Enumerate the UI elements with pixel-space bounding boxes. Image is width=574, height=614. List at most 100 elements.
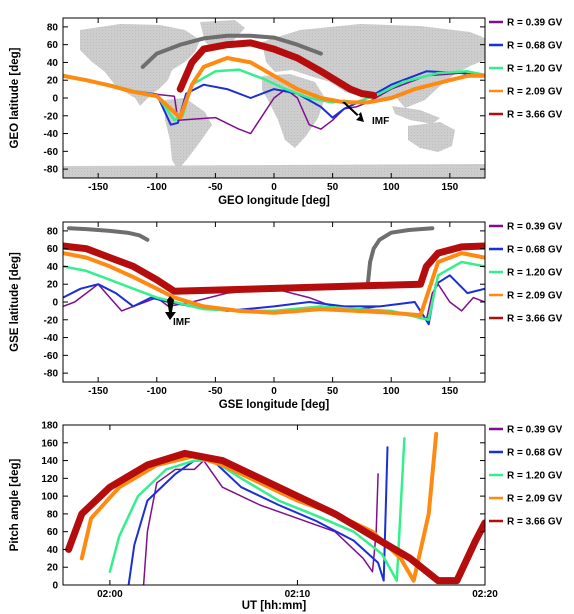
geo-legend-label: R = 0.68 GV bbox=[507, 41, 563, 52]
pitch-series-r-1-20-gv bbox=[108, 437, 406, 582]
geo-y-tick-label: -80 bbox=[44, 165, 59, 176]
gse-imf-arrow-shape bbox=[165, 296, 176, 320]
gse-y-tick-label: -60 bbox=[44, 351, 59, 362]
geo-y-tick-label: -60 bbox=[44, 147, 59, 158]
geo-y-axis-label: GEO latitude [deg] bbox=[9, 47, 21, 148]
pitch-y-tick-label: 140 bbox=[41, 456, 58, 467]
pitch-series-group bbox=[65, 431, 485, 585]
gse-x-tick-label: 150 bbox=[441, 386, 458, 397]
pitch-y-tick-label: 160 bbox=[41, 438, 58, 449]
gse-legend-label: R = 0.68 GV bbox=[507, 245, 563, 256]
pitch-series-r-2-09-gv bbox=[79, 431, 439, 583]
gse-series-group bbox=[63, 242, 485, 326]
gse-x-axis-label: GSE longitude [deg] bbox=[219, 399, 330, 411]
pitch-y-tick-label: 120 bbox=[41, 474, 58, 485]
geo-legend-label: R = 2.09 GV bbox=[507, 87, 563, 98]
gse-grey-track-0 bbox=[66, 226, 150, 242]
maritime-asia-landmass bbox=[392, 106, 440, 124]
geo-x-tick-label: -150 bbox=[88, 182, 108, 193]
geo-imf-label: IMF bbox=[372, 116, 389, 127]
pitch-series-r-0-68-gv bbox=[127, 446, 389, 585]
geo-legend-label: R = 3.66 GV bbox=[507, 110, 563, 121]
geo-series-r-2-09-gv bbox=[63, 56, 485, 120]
geo-x-tick-label: 50 bbox=[327, 182, 339, 193]
gse-legend-label: R = 3.66 GV bbox=[507, 314, 563, 325]
pitch-panel: 02:00 02:10 02:20020406080100120140160180 … bbox=[9, 421, 563, 613]
gse-legend-label: R = 1.20 GV bbox=[507, 268, 563, 279]
geo-y-tick-label: 20 bbox=[47, 76, 59, 87]
gse-legend-label: R = 0.39 GV bbox=[507, 222, 563, 233]
pitch-series-r-3-66-gv bbox=[65, 449, 485, 585]
pitch-legend-label: R = 0.39 GV bbox=[507, 425, 563, 436]
gse-series-r-3-66-gv bbox=[63, 242, 485, 295]
geo-legend-label: R = 0.39 GV bbox=[507, 18, 563, 29]
pitch-x-tick-label: 02:10 bbox=[285, 589, 311, 600]
pitch-legend-label: R = 0.68 GV bbox=[507, 448, 563, 459]
geo-x-tick-label: 0 bbox=[271, 182, 277, 193]
geo-x-tick-label: 150 bbox=[441, 182, 458, 193]
pitch-y-tick-label: 0 bbox=[52, 581, 58, 592]
gse-y-tick-label: 40 bbox=[47, 262, 59, 273]
gse-x-tick-label: -100 bbox=[147, 386, 167, 397]
pitch-series-r-0-39-gv bbox=[142, 459, 379, 585]
gse-y-tick-label: 0 bbox=[52, 298, 58, 309]
australia-landmass bbox=[408, 122, 455, 152]
gse-x-tick-label: -150 bbox=[88, 386, 108, 397]
gse-y-tick-label: -40 bbox=[44, 333, 59, 344]
gse-x-tick-label: 0 bbox=[271, 386, 277, 397]
pitch-plot-frame bbox=[62, 424, 486, 586]
geo-y-tick-label: 60 bbox=[47, 40, 59, 51]
gse-panel: IMF -150 -100 -50 0 50 100 150 -80 -60 -40 -20 0 20 4… bbox=[9, 221, 563, 411]
pitch-axes: 02:00 02:10 02:20 0 20 40 60 80 100 120 140 160 180 bbox=[41, 421, 498, 601]
pitch-legend-label: R = 3.66 GV bbox=[507, 517, 563, 528]
geo-extra-tracks bbox=[140, 33, 323, 69]
gse-legend: R = 0.39 GV R = 0.68 GV R = 1.20 GV R = 2.0… bbox=[489, 222, 563, 325]
gse-x-tick-label: 100 bbox=[383, 386, 400, 397]
gse-legend-label: R = 2.09 GV bbox=[507, 291, 563, 302]
gse-imf-arrow: IMF bbox=[165, 296, 190, 328]
pitch-x-tick-label: 02:20 bbox=[472, 589, 498, 600]
pitch-y-tick-label: 40 bbox=[47, 545, 59, 556]
geo-y-tick-label: 40 bbox=[47, 58, 59, 69]
geo-imf-arrow: IMF bbox=[342, 102, 389, 127]
geo-x-tick-label: 100 bbox=[383, 182, 400, 193]
geo-legend: R = 0.39 GV R = 0.68 GV R = 1.20 GV R = 2.0… bbox=[489, 18, 563, 121]
gse-x-tick-label: 50 bbox=[327, 386, 339, 397]
gse-y-tick-label: 60 bbox=[47, 244, 59, 255]
pitch-x-tick-label: 02:00 bbox=[97, 589, 123, 600]
geo-y-tick-label: 80 bbox=[47, 22, 59, 33]
geo-y-tick-label: -20 bbox=[44, 111, 59, 122]
geo-series-group bbox=[63, 39, 485, 135]
geo-y-tick-label: 0 bbox=[52, 94, 58, 105]
pitch-y-tick-label: 80 bbox=[47, 509, 59, 520]
gse-x-tick-label: -50 bbox=[208, 386, 223, 397]
gse-y-axis-label: GSE latitude [deg] bbox=[9, 252, 21, 352]
geo-x-tick-label: -50 bbox=[208, 182, 223, 193]
gse-imf-label: IMF bbox=[173, 317, 190, 328]
pitch-y-tick-label: 100 bbox=[41, 492, 58, 503]
pitch-x-axis-label: UT [hh:mm] bbox=[242, 600, 307, 612]
pitch-y-tick-label: 180 bbox=[41, 421, 58, 432]
geo-series-r-3-66-gv bbox=[176, 39, 378, 99]
geo-legend-label: R = 1.20 GV bbox=[507, 64, 563, 75]
geo-axes: -150 -100 -50 0 50 100 150 -80 -60 -40 -20 0 20 40 60 8… bbox=[44, 18, 485, 193]
geo-x-axis-label: GEO longitude [deg] bbox=[218, 195, 330, 207]
pitch-legend-label: R = 1.20 GV bbox=[507, 471, 563, 482]
geo-imf-arrow-shape bbox=[342, 102, 364, 122]
geo-panel: IMF -150 -100 -50 0 50 100 150 -80 -60 -40 -20 0 20 4… bbox=[9, 17, 563, 207]
gse-y-tick-label: 80 bbox=[47, 226, 59, 237]
pitch-y-axis-label: Pitch angle [deg] bbox=[9, 459, 21, 552]
antarctica-landmass bbox=[63, 164, 485, 178]
pitch-y-tick-label: 60 bbox=[47, 527, 59, 538]
gse-y-tick-label: -80 bbox=[44, 369, 59, 380]
gse-grey-track-1 bbox=[365, 226, 435, 287]
geo-x-tick-label: -100 bbox=[147, 182, 167, 193]
pitch-y-tick-label: 20 bbox=[47, 563, 59, 574]
gse-y-tick-label: 20 bbox=[47, 280, 59, 291]
geo-y-tick-label: -40 bbox=[44, 129, 59, 140]
north-america-landmass bbox=[80, 24, 200, 106]
gse-series-r-2-09-gv bbox=[63, 251, 485, 318]
pitch-legend-label: R = 2.09 GV bbox=[507, 494, 563, 505]
geo-grey-track-0 bbox=[140, 33, 323, 69]
